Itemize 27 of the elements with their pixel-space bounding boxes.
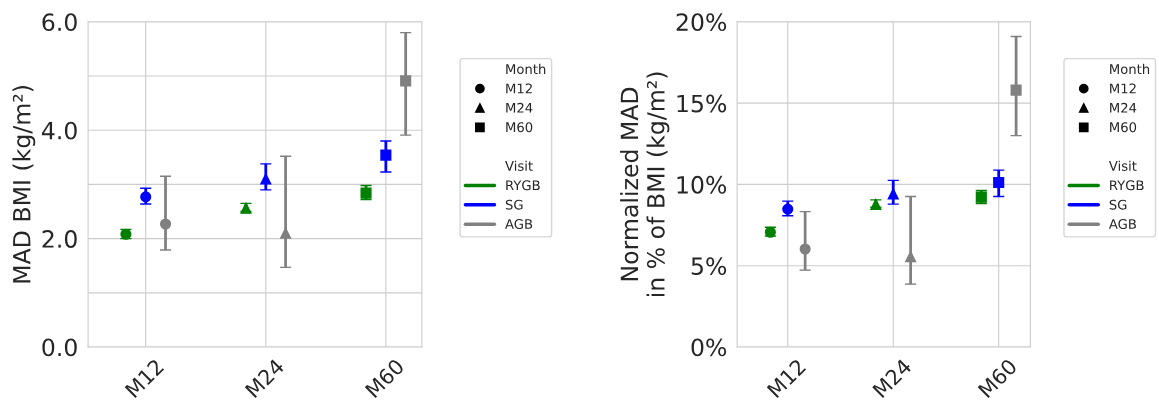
y-tick-label: 20% bbox=[676, 13, 727, 32]
y-tick-label: 6.0 bbox=[42, 13, 77, 32]
category-label: M60 bbox=[1110, 122, 1137, 133]
legend-label: SG bbox=[505, 199, 523, 210]
legend-label: RYGB bbox=[506, 180, 540, 191]
y-tick-label: 0.0 bbox=[42, 338, 77, 357]
category-label: M12 bbox=[506, 83, 532, 94]
y-tick-label: 15% bbox=[677, 94, 727, 113]
legend-label: RYGB bbox=[1110, 180, 1144, 191]
category-label: M24 bbox=[506, 102, 533, 113]
category-label: M24 bbox=[1110, 102, 1137, 113]
category-label: M60 bbox=[506, 122, 533, 133]
y-tick-label: 0% bbox=[691, 338, 727, 357]
y-tick-label: 10% bbox=[677, 175, 727, 194]
legend-label: SG bbox=[1109, 199, 1127, 210]
category-label: M12 bbox=[1110, 83, 1136, 94]
text: Month bbox=[506, 63, 546, 75]
y-tick-label: 5% bbox=[691, 257, 727, 276]
y-axis-title: MAD BMI (kg/m²) bbox=[12, 86, 36, 283]
y-axis-title: Normalized MAD in % of BMI (kg/m²) bbox=[620, 72, 670, 297]
legend-label: AGB bbox=[1108, 219, 1136, 230]
text: Month bbox=[1110, 63, 1150, 75]
text: Visit bbox=[1108, 160, 1137, 171]
text: Visit bbox=[505, 160, 533, 171]
y-tick-label: 2.0 bbox=[42, 230, 77, 248]
legend-label: AGB bbox=[505, 219, 533, 230]
y-tick-label: 4.0 bbox=[41, 121, 77, 140]
